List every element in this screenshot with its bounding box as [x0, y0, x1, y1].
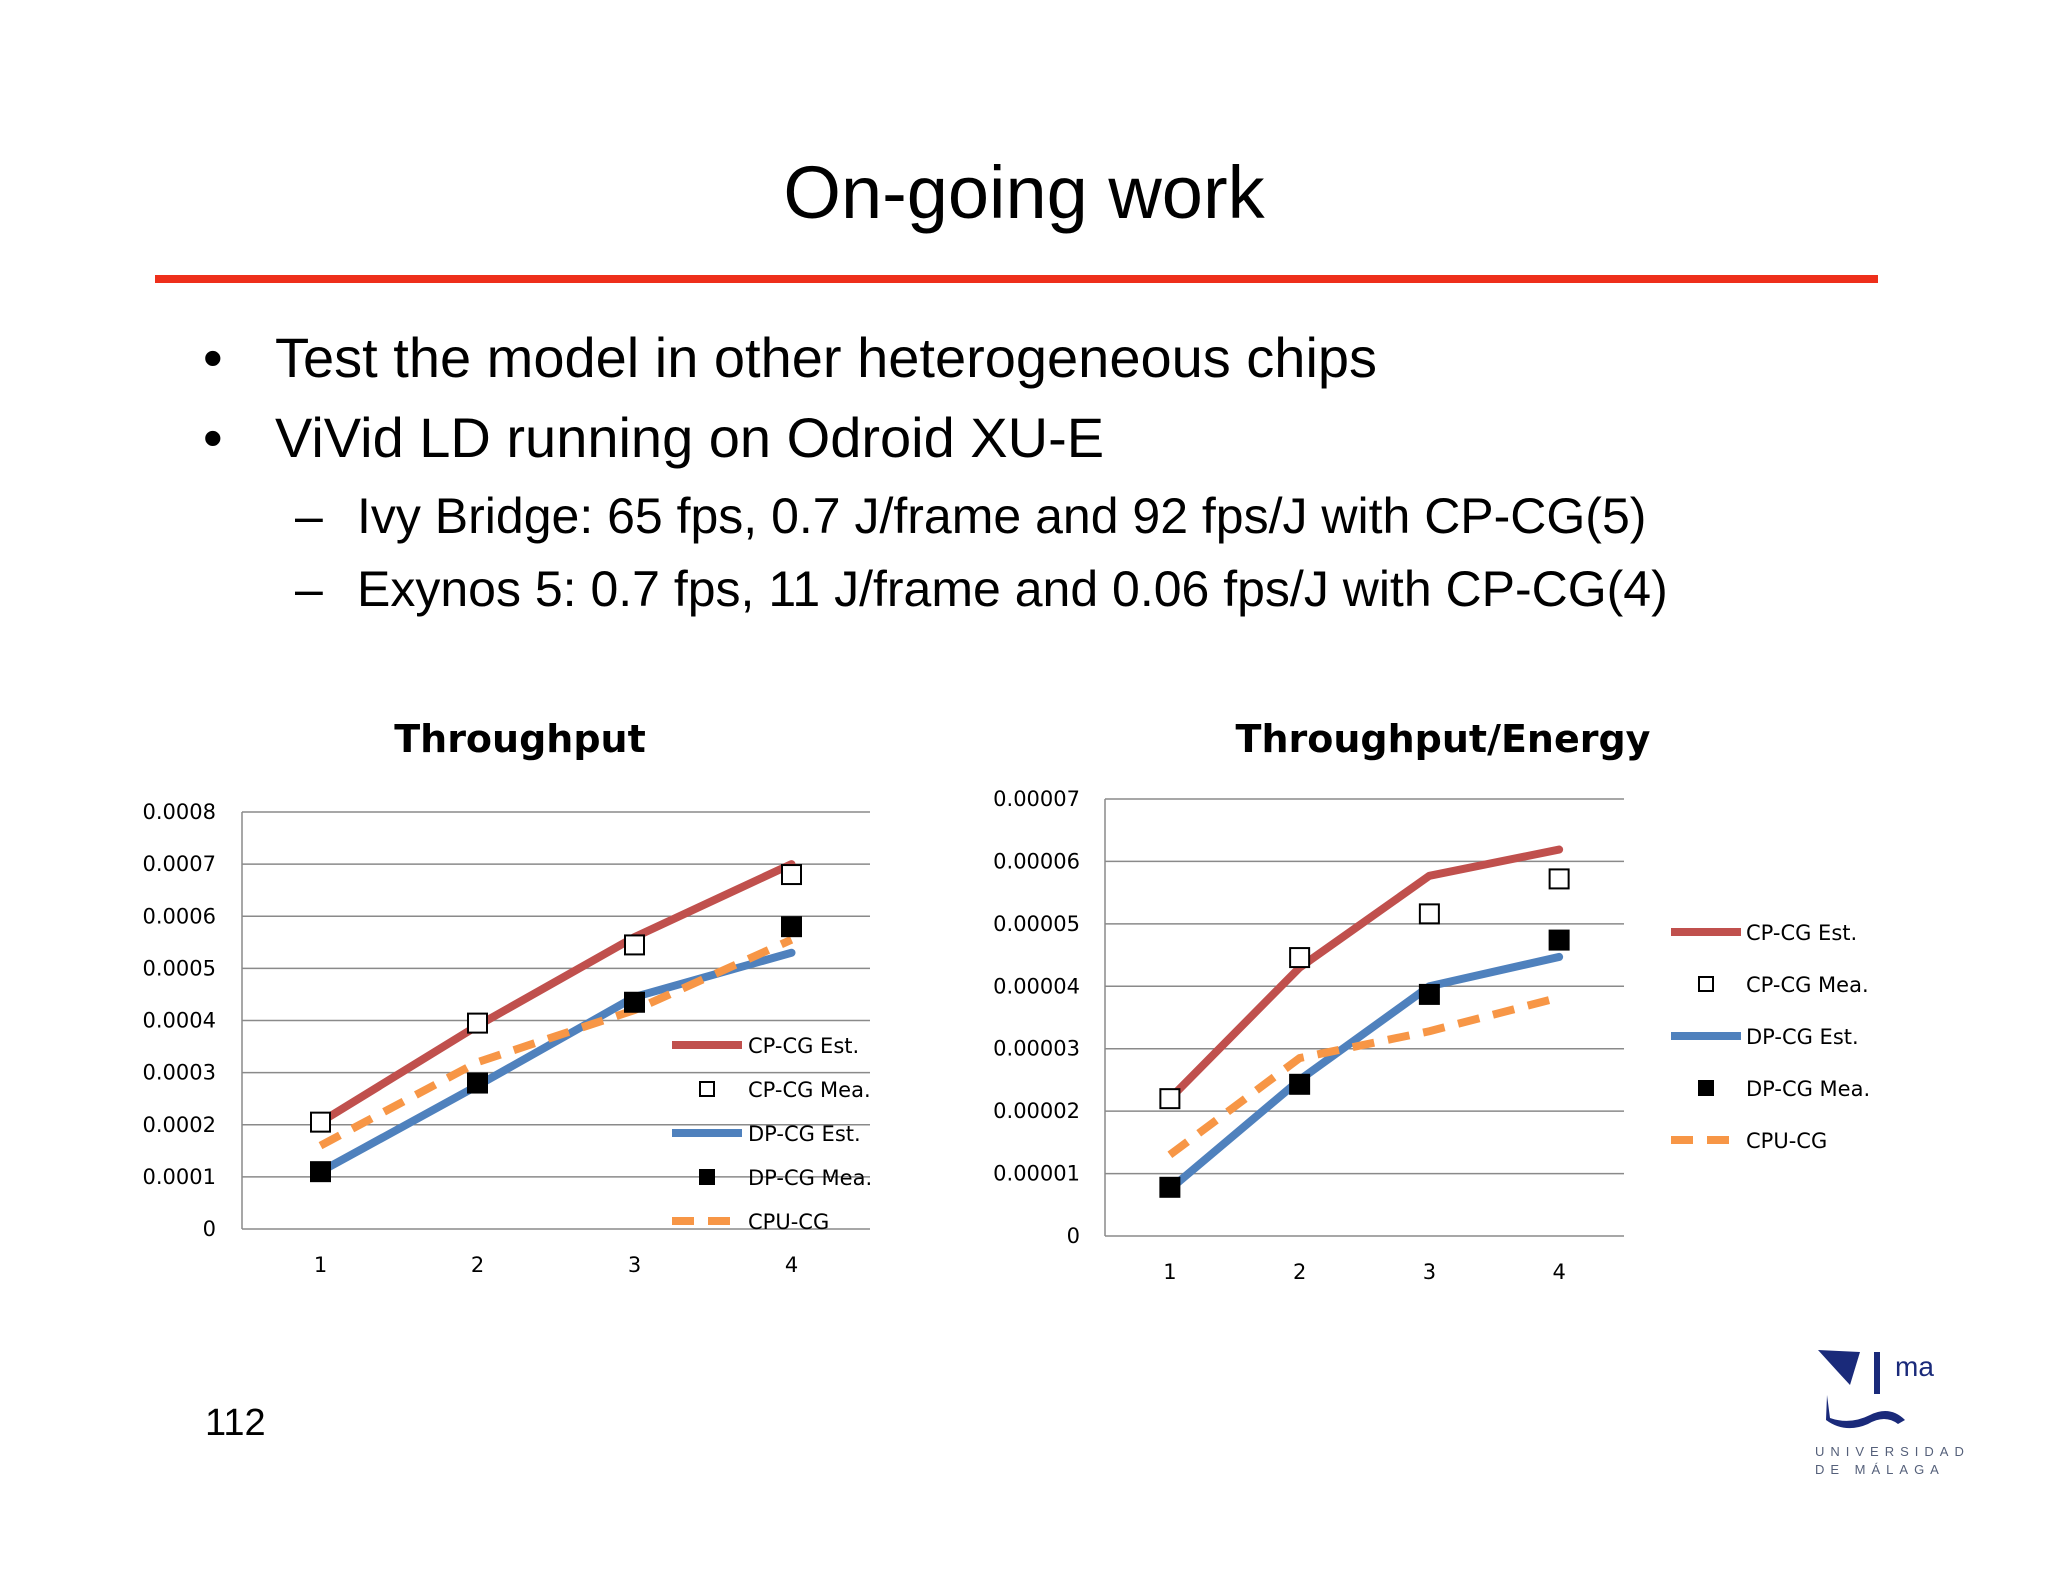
- bullet-mark: •: [203, 326, 223, 389]
- subbullet-item: – Ivy Bridge: 65 fps, 0.7 J/frame and 92…: [295, 487, 1647, 545]
- title-rule: [155, 275, 1878, 283]
- subbullet-mark: –: [295, 561, 323, 617]
- y-tick-label: 0.0003: [143, 1061, 216, 1085]
- legend-label: DP-CG Est.: [1746, 1025, 1859, 1049]
- series-line-cpu-cg: [1167, 993, 1561, 1159]
- y-tick-label: 0: [203, 1217, 216, 1241]
- bullet-mark: •: [203, 406, 223, 469]
- bullet-item: • Test the model in other heterogeneous …: [203, 325, 1378, 390]
- legend-label: CP-CG Est.: [748, 1034, 859, 1058]
- data-point-open-square: [781, 864, 802, 886]
- legend-marker-swatch: [1698, 1080, 1714, 1096]
- data-point-open-square: [1548, 868, 1570, 890]
- y-tick-label: 0.0004: [143, 1009, 216, 1033]
- x-tick-label: 1: [1163, 1260, 1176, 1284]
- x-tick-label: 2: [471, 1253, 484, 1277]
- subbullet-text: Ivy Bridge: 65 fps, 0.7 J/frame and 92 f…: [357, 488, 1647, 544]
- legend-label: DP-CG Mea.: [1746, 1077, 1870, 1101]
- subbullet-text: Exynos 5: 0.7 fps, 11 J/frame and 0.06 f…: [357, 561, 1668, 617]
- bullet-text: ViVid LD running on Odroid XU-E: [275, 406, 1105, 469]
- x-tick-label: 4: [1552, 1260, 1565, 1284]
- logo-line-2: DE MÁLAGA: [1815, 1462, 1945, 1477]
- x-tick-label: 1: [314, 1253, 327, 1277]
- legend-label: CPU-CG: [748, 1210, 829, 1234]
- series-line-cp-cg-est-: [316, 860, 796, 1127]
- series-line-dp-cg-est-: [316, 948, 796, 1176]
- legend-label: CP-CG Mea.: [748, 1078, 871, 1102]
- series-line-cp-cg-est-: [1165, 845, 1564, 1103]
- chart-title: Throughput: [394, 717, 646, 761]
- logo-line-1: UNIVERSIDAD: [1815, 1444, 1970, 1459]
- data-point-filled-square: [624, 991, 645, 1013]
- y-tick-label: 0.00007: [993, 787, 1080, 811]
- x-tick-label: 2: [1293, 1260, 1306, 1284]
- y-tick-label: 0.0007: [143, 852, 216, 876]
- series-line-cpu-cg: [318, 936, 794, 1150]
- data-point-filled-square: [1418, 983, 1440, 1005]
- bullet-text: Test the model in other heterogeneous ch…: [275, 326, 1378, 389]
- data-point-open-square: [467, 1012, 488, 1034]
- y-tick-label: 0.0001: [143, 1165, 216, 1189]
- x-tick-label: 4: [785, 1253, 798, 1277]
- data-point-filled-square: [1548, 929, 1570, 951]
- y-tick-label: 0.0005: [143, 956, 216, 980]
- data-point-filled-square: [1289, 1073, 1311, 1095]
- legend-marker-swatch: [699, 1081, 715, 1097]
- legend-marker-swatch: [699, 1169, 715, 1185]
- y-tick-label: 0.0002: [143, 1113, 216, 1137]
- legend-label: CPU-CG: [1746, 1129, 1827, 1153]
- bullet-item: • ViVid LD running on Odroid XU-E: [203, 405, 1105, 470]
- y-tick-label: 0.00005: [993, 912, 1080, 936]
- data-point-open-square: [624, 934, 645, 956]
- y-tick-label: 0: [1067, 1224, 1080, 1248]
- y-tick-label: 0.00001: [993, 1162, 1080, 1186]
- y-tick-label: 0.00003: [993, 1037, 1080, 1061]
- data-point-filled-square: [467, 1072, 488, 1094]
- y-tick-label: 0.00002: [993, 1099, 1080, 1123]
- x-tick-label: 3: [1423, 1260, 1436, 1284]
- data-point-open-square: [1159, 1088, 1181, 1110]
- y-tick-label: 0.0006: [143, 904, 216, 928]
- legend-label: CP-CG Mea.: [1746, 973, 1869, 997]
- slide-title: On-going work: [783, 151, 1265, 234]
- chart-title: Throughput/Energy: [1236, 717, 1651, 761]
- y-tick-label: 0.00006: [993, 849, 1080, 873]
- series-line-dp-cg-est-: [1165, 952, 1564, 1194]
- data-point-filled-square: [310, 1161, 331, 1183]
- y-tick-label: 0.00004: [993, 974, 1080, 998]
- subbullet-item: – Exynos 5: 0.7 fps, 11 J/frame and 0.06…: [295, 560, 1668, 618]
- data-point-filled-square: [1159, 1176, 1181, 1198]
- data-point-open-square: [1289, 947, 1311, 969]
- data-point-filled-square: [781, 916, 802, 938]
- legend-label: DP-CG Mea.: [748, 1166, 872, 1190]
- y-tick-label: 0.0008: [143, 800, 216, 824]
- subbullet-mark: –: [295, 488, 323, 544]
- data-point-open-square: [1418, 903, 1440, 925]
- legend-label: DP-CG Est.: [748, 1122, 861, 1146]
- page-number: 112: [205, 1402, 266, 1444]
- data-point-open-square: [310, 1111, 331, 1133]
- legend-label: CP-CG Est.: [1746, 921, 1857, 945]
- x-tick-label: 3: [628, 1253, 641, 1277]
- legend-marker-swatch: [1698, 976, 1714, 992]
